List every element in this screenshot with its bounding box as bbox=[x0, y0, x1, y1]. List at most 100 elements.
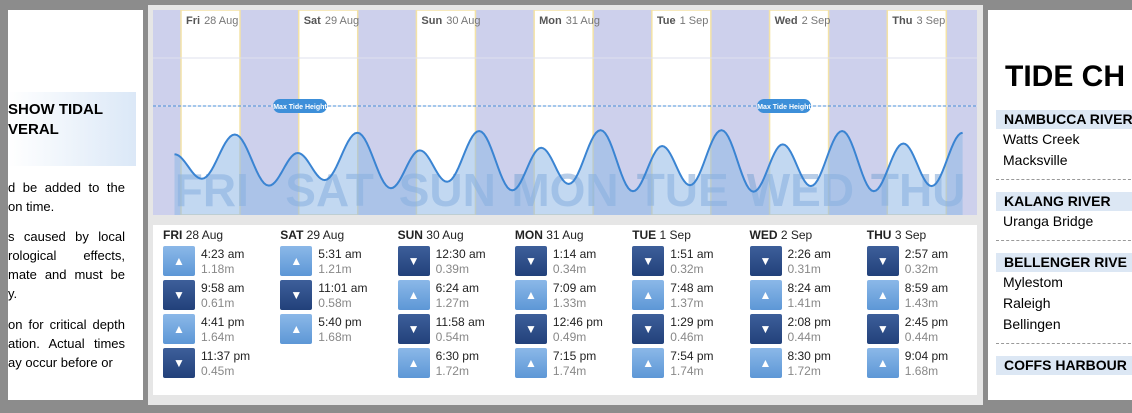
tide-time: 9:58 am bbox=[201, 281, 245, 295]
tide-curve bbox=[174, 129, 963, 193]
tide-button[interactable]: ▼ bbox=[749, 246, 782, 276]
day-date: 2 Sep bbox=[780, 228, 813, 242]
tide-button[interactable]: ▼ bbox=[866, 246, 899, 276]
tide-button[interactable]: ▼ bbox=[632, 314, 665, 344]
tide-button[interactable]: ▲ bbox=[866, 348, 899, 378]
tide-button[interactable]: ▲ bbox=[397, 348, 430, 378]
tide-height: 1.43m bbox=[904, 296, 939, 310]
tide-height: 1.68m bbox=[318, 330, 352, 344]
day-header: SAT 29 Aug bbox=[280, 228, 344, 242]
text-line: on for critical depth bbox=[8, 317, 125, 332]
tide-button[interactable]: ▼ bbox=[632, 246, 665, 276]
tide-button[interactable]: ▲ bbox=[280, 314, 313, 344]
tide-time: 7:54 pm bbox=[670, 349, 714, 363]
tide-button[interactable]: ▲ bbox=[632, 348, 665, 378]
tide-button[interactable]: ▲ bbox=[749, 280, 782, 310]
tide-chart: FRISATSUNMONTUEWEDTHUMax Tide HeightMax … bbox=[153, 10, 977, 215]
tide-time: 1:14 am bbox=[552, 247, 597, 261]
tide-button[interactable]: ▼ bbox=[514, 246, 547, 276]
text-line: rological effects, bbox=[8, 248, 125, 263]
tide-time: 2:26 am bbox=[787, 247, 831, 261]
tide-button[interactable]: ▼ bbox=[866, 314, 899, 344]
tide-height: 1.68m bbox=[904, 364, 939, 378]
tide-button[interactable]: ▼ bbox=[163, 280, 195, 310]
day-name: Sun bbox=[421, 15, 442, 27]
tide-time: 2:45 pm bbox=[904, 315, 949, 329]
tide-height: 1.74m bbox=[670, 364, 704, 378]
tide-height: 0.46m bbox=[670, 330, 704, 344]
day-header: WED 2 Sep bbox=[750, 228, 813, 242]
tide-time: 4:41 pm bbox=[201, 315, 245, 329]
place-name: Mylestom bbox=[1003, 274, 1063, 290]
day-date: 3 Sep bbox=[916, 15, 945, 27]
tide-height: 1.21m bbox=[318, 262, 352, 276]
place-name: Raleigh bbox=[1003, 295, 1051, 311]
tide-button[interactable]: ▲ bbox=[514, 348, 547, 378]
tide-time: 2:57 am bbox=[904, 247, 949, 261]
tide-time: 1:29 pm bbox=[670, 315, 714, 329]
tide-height: 1.27m bbox=[435, 296, 469, 310]
day-date-label: Sat 29 Aug bbox=[304, 15, 359, 27]
tide-button[interactable]: ▲ bbox=[632, 280, 665, 310]
tide-button[interactable]: ▲ bbox=[749, 348, 782, 378]
tide-height: 0.58m bbox=[318, 296, 352, 310]
tide-button[interactable]: ▲ bbox=[397, 280, 430, 310]
day-date: 3 Sep bbox=[894, 228, 927, 242]
tide-button[interactable]: ▲ bbox=[163, 314, 195, 344]
tide-time: 9:04 pm bbox=[904, 349, 949, 363]
day-name: Fri bbox=[186, 15, 200, 27]
tide-time: 12:30 am bbox=[435, 247, 486, 261]
day-date-label: Fri 28 Aug bbox=[186, 15, 238, 27]
day-date-label: Thu 3 Sep bbox=[892, 15, 945, 27]
tide-height: 0.61m bbox=[201, 296, 235, 310]
tide-button[interactable]: ▲ bbox=[163, 246, 195, 276]
day-date: 28 Aug bbox=[185, 228, 224, 242]
tide-button[interactable]: ▲ bbox=[280, 246, 313, 276]
tide-height: 0.44m bbox=[904, 330, 939, 344]
tide-time: 2:08 pm bbox=[787, 315, 831, 329]
tide-button[interactable]: ▼ bbox=[514, 314, 547, 344]
heading-line: SHOW TIDAL bbox=[8, 101, 103, 118]
tide-time: 4:23 am bbox=[201, 247, 245, 261]
tide-table: FRI 28 Aug ▲ 4:23 am 1.18m ▼ 9:58 am 0.61m ▲ 4:4… bbox=[153, 225, 977, 395]
tide-height: 1.41m bbox=[787, 296, 821, 310]
tide-button[interactable]: ▼ bbox=[397, 246, 430, 276]
section-header: KALANG RIVER bbox=[996, 192, 1132, 211]
tide-height: 1.37m bbox=[670, 296, 704, 310]
max-tide-label: Max Tide Height bbox=[273, 104, 327, 111]
section-header: BELLENGER RIVE bbox=[996, 253, 1132, 272]
day-name: SUN bbox=[397, 228, 423, 242]
tide-time: 5:40 pm bbox=[318, 315, 362, 329]
paragraph: s caused by local rological effects, mate … bbox=[8, 227, 125, 303]
tide-height: 0.39m bbox=[435, 262, 469, 276]
paragraph: on for critical depth ation. Actual times… bbox=[8, 315, 125, 372]
tide-area bbox=[174, 130, 963, 215]
tide-height: 0.44m bbox=[787, 330, 821, 344]
tide-height: 0.45m bbox=[201, 364, 235, 378]
tide-height: 0.34m bbox=[552, 262, 587, 276]
day-date: 29 Aug bbox=[306, 228, 345, 242]
tide-button[interactable]: ▲ bbox=[514, 280, 547, 310]
day-date: 31 Aug bbox=[566, 15, 600, 27]
tide-button[interactable]: ▼ bbox=[280, 280, 313, 310]
tide-button[interactable]: ▼ bbox=[163, 348, 195, 378]
place-name: Watts Creek bbox=[1003, 131, 1080, 147]
paragraph: d be added to the on time. bbox=[8, 178, 125, 216]
place-name: Uranga Bridge bbox=[1003, 213, 1094, 229]
day-date: 29 Aug bbox=[325, 15, 359, 27]
day-name: Tue bbox=[657, 15, 676, 27]
tide-button[interactable]: ▼ bbox=[397, 314, 430, 344]
panel-title: TIDE CH bbox=[1005, 60, 1125, 93]
text-line: d be added to the bbox=[8, 180, 125, 195]
tide-time: 8:59 am bbox=[904, 281, 949, 295]
day-header: SUN 30 Aug bbox=[398, 228, 464, 242]
tide-height: 1.18m bbox=[201, 262, 235, 276]
day-header: THU 3 Sep bbox=[867, 228, 926, 242]
section-header: NAMBUCCA RIVER bbox=[996, 110, 1132, 129]
day-date: 1 Sep bbox=[680, 15, 709, 27]
place-name: Macksville bbox=[1003, 152, 1068, 168]
right-panel: TIDE CH NAMBUCCA RIVER Watts Creek Macksvi… bbox=[988, 10, 1132, 400]
tide-button[interactable]: ▼ bbox=[749, 314, 782, 344]
tide-button[interactable]: ▲ bbox=[866, 280, 899, 310]
